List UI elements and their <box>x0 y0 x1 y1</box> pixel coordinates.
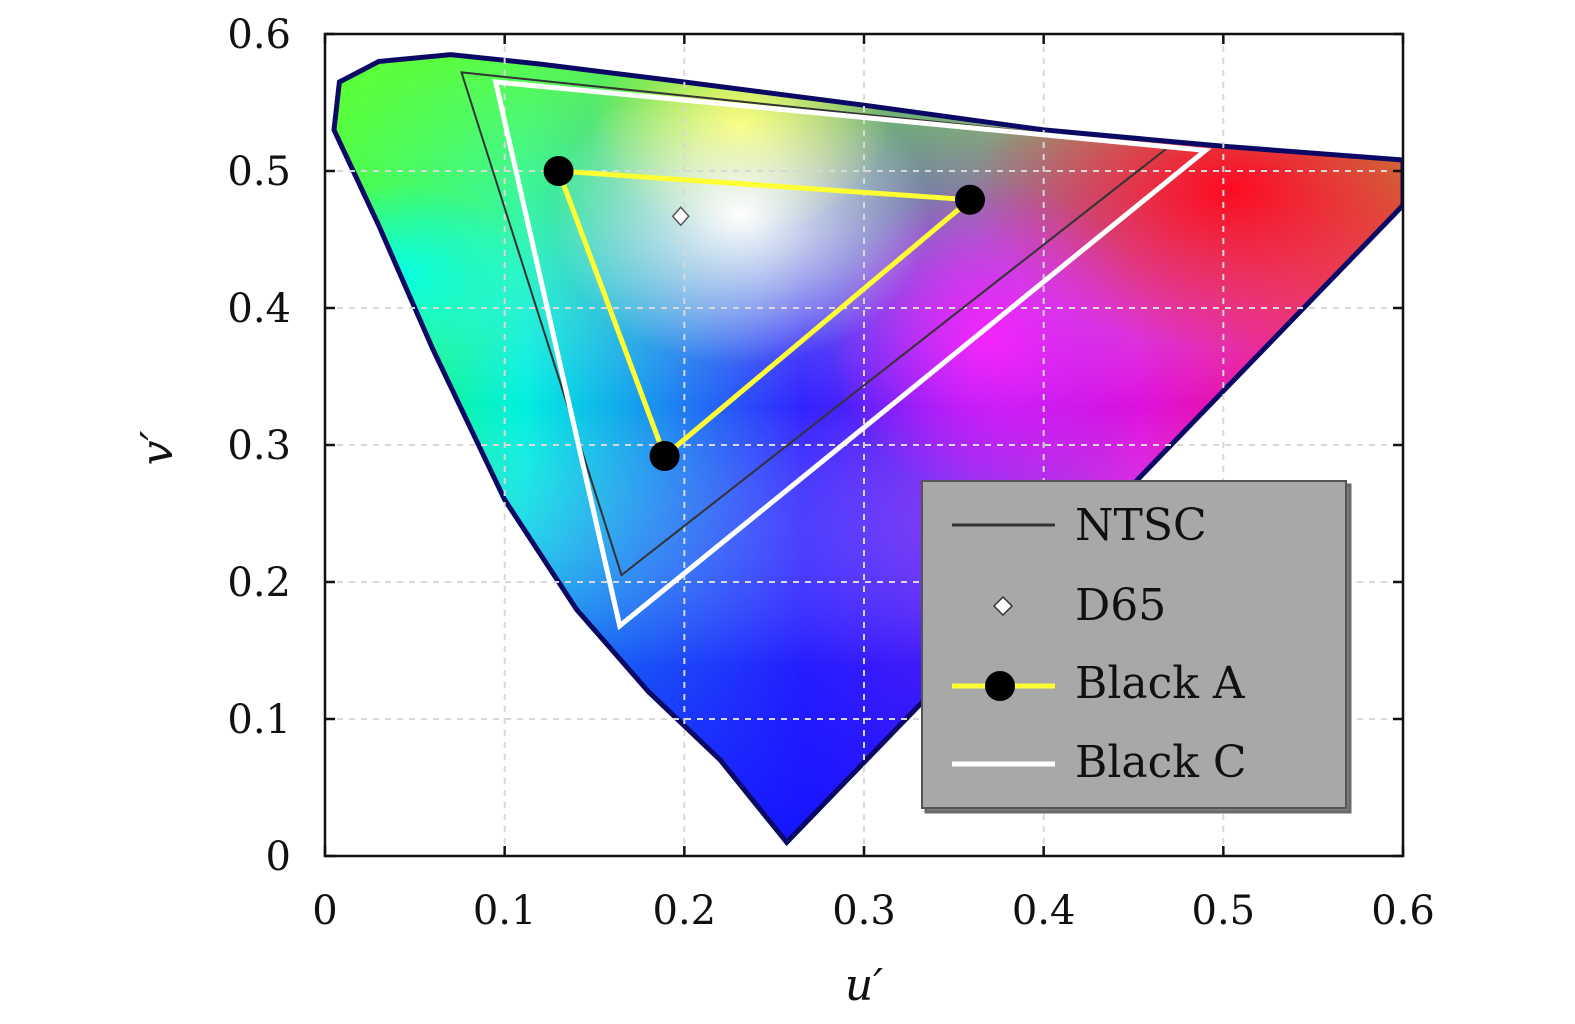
y-tick-label: 0.5 <box>227 149 291 195</box>
x-tick-labels: 0 0.1 0.2 0.3 0.4 0.5 0.6 <box>312 888 1435 934</box>
legend-swatch-black-a-marker <box>985 671 1015 701</box>
x-tick-label: 0.3 <box>832 888 896 934</box>
series-black-a-gamut <box>554 168 977 461</box>
y-tick-label: 0.3 <box>227 423 291 469</box>
x-tick-label: 0 <box>312 888 337 934</box>
legend: NTSC D65 Black A Black C <box>921 480 1352 814</box>
y-tick-label: 0.2 <box>227 560 291 606</box>
x-tick-label: 0.5 <box>1192 888 1256 934</box>
series-black-a-marker <box>543 156 574 186</box>
legend-label-ntsc: NTSC <box>1075 500 1207 551</box>
x-tick-label: 0.1 <box>473 888 537 934</box>
series-black-a-marker <box>649 440 680 471</box>
x-tick-label: 0.2 <box>653 888 717 934</box>
x-tick-label: 0.6 <box>1371 888 1435 934</box>
series-layer <box>460 71 1212 631</box>
series-ntsc-gamut <box>460 71 1172 577</box>
y-axis-title: v′ <box>132 431 183 466</box>
axis-ticks <box>323 32 1405 858</box>
series-d65-point <box>671 206 690 227</box>
y-tick-label: 0.6 <box>227 12 291 58</box>
x-axis-title: u′ <box>845 960 883 1011</box>
y-tick-label: 0.4 <box>227 286 291 332</box>
series-black-a-marker <box>955 184 986 215</box>
legend-swatch-d65 <box>992 595 1014 617</box>
legend-label-d65: D65 <box>1075 580 1166 631</box>
legend-label-black-c: Black C <box>1075 737 1247 788</box>
y-tick-label: 0 <box>266 834 291 880</box>
x-tick-label: 0.4 <box>1012 888 1076 934</box>
y-tick-labels: 0 0.1 0.2 0.3 0.4 0.5 0.6 <box>227 12 291 880</box>
series-black-c-gamut <box>492 79 1212 631</box>
legend-label-black-a: Black A <box>1075 658 1246 709</box>
y-tick-label: 0.1 <box>227 697 291 743</box>
